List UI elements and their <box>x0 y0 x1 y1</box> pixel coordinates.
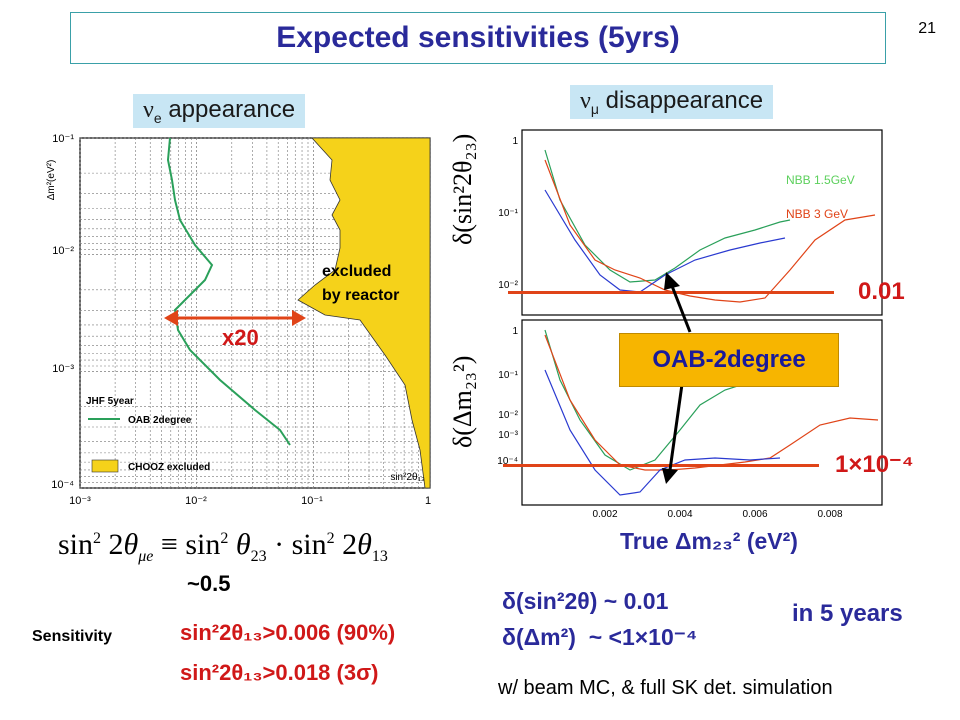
appearance-plot: 10⁻³ 10⁻² 10⁻¹ 1 10⁻¹ 10⁻² 10⁻³ 10⁻⁴ Δm²… <box>46 133 431 507</box>
appearance-y-ticks: 10⁻¹ 10⁻² 10⁻³ 10⁻⁴ <box>51 133 74 491</box>
approx-value: ~0.5 <box>187 571 231 596</box>
upper-y-ticks: 1 10⁻¹ 10⁻² <box>498 136 518 291</box>
lower-threshold-label: 1×10⁻⁴ <box>835 451 914 478</box>
result-sin2theta: δ(sin²2θ) ~ 0.01 <box>502 588 669 614</box>
appearance-y-axis-label: Δm²(eV²) <box>46 160 57 201</box>
reactor-excluded-region <box>297 137 431 489</box>
appearance-x-axis-label: sin²2θ₁₃ <box>390 472 425 483</box>
upper-threshold-label: 0.01 <box>858 278 905 305</box>
y-tick-label: 10⁻¹ <box>498 208 518 219</box>
upper-green-curve <box>544 149 791 283</box>
x-tick-label: 0.008 <box>817 509 842 520</box>
y-tick-label: 1 <box>512 326 518 337</box>
lower-y-axis-label: δ(Δm₂₃²) <box>448 355 477 448</box>
slide-title-box: Expected sensitivities (5yrs) <box>70 12 886 64</box>
upper-y-axis-label: δ(sin²2θ₂₃) <box>448 133 477 245</box>
y-tick-label: 1 <box>512 136 518 147</box>
x20-arrow <box>164 310 306 326</box>
sensitivity-label: Sensitivity <box>32 628 113 645</box>
y-tick-label: 10⁻¹ <box>52 133 74 145</box>
footnote: w/ beam MC, & full SK det. simulation <box>498 677 833 699</box>
lower-y-ticks: 1 10⁻¹ 10⁻² 10⁻³ 10⁻⁴ <box>497 326 518 467</box>
result-delta-m2: δ(Δm²) ~ <1×10⁻⁴ <box>502 624 698 650</box>
legend-nbb-1-5gev: NBB 1.5GeV <box>786 173 855 187</box>
x-tick-label: 0.002 <box>592 509 617 520</box>
x-tick-label: 10⁻³ <box>69 495 91 507</box>
disappearance-x-axis-title: True Δm₂₃² (eV²) <box>620 528 798 554</box>
y-tick-label: 10⁻² <box>498 280 518 291</box>
y-tick-label: 10⁻⁴ <box>497 456 518 467</box>
y-tick-label: 10⁻² <box>498 410 518 421</box>
nu-mu-disappearance-label: νμ disappearance <box>570 85 774 119</box>
legend-nbb-3gev: NBB 3 GeV <box>786 207 848 221</box>
sensitivity-3sigma: sin²2θ₁₃>0.018 (3σ) <box>180 660 379 685</box>
y-tick-label: 10⁻¹ <box>498 370 518 381</box>
x-tick-label: 10⁻¹ <box>301 495 323 507</box>
x-tick-label: 0.004 <box>667 509 692 520</box>
upper-plot-frame <box>521 129 883 316</box>
oab-2degree-box: OAB-2degree <box>619 333 839 387</box>
oab-sensitivity-curve <box>166 137 291 446</box>
legend-chooz-swatch <box>91 459 119 473</box>
x-tick-label: 1 <box>425 495 431 507</box>
y-tick-label: 10⁻⁴ <box>51 479 74 491</box>
lower-blue-curve <box>544 369 781 496</box>
legend-title: JHF 5year <box>86 396 134 407</box>
x-tick-label: 0.006 <box>742 509 767 520</box>
upper-red-curve <box>544 159 876 303</box>
x-tick-label: 10⁻² <box>185 495 207 507</box>
upper-threshold-line <box>508 291 834 294</box>
slide-title: Expected sensitivities (5yrs) <box>276 21 680 54</box>
y-tick-label: 10⁻³ <box>498 430 518 441</box>
upper-blue-curve <box>544 189 786 293</box>
page-number: 21 <box>918 20 936 37</box>
y-tick-label: 10⁻² <box>52 245 74 257</box>
excluded-by-reactor-note: excluded by reactor <box>322 263 400 304</box>
mixing-formula: sin2 2θμe ≡ sin2 θ23 · sin2 2θ13 <box>58 528 388 565</box>
appearance-x-ticks: 10⁻³ 10⁻² 10⁻¹ 1 <box>69 495 431 507</box>
lower-threshold-line <box>503 464 819 467</box>
x20-label: x20 <box>222 325 259 350</box>
y-tick-label: 10⁻³ <box>52 363 74 375</box>
nu-e-appearance-label: νe appearance <box>133 94 306 128</box>
sensitivity-90: sin²2θ₁₃>0.006 (90%) <box>180 620 396 645</box>
disappearance-x-ticks: 0.002 0.004 0.006 0.008 <box>592 509 842 520</box>
legend-chooz-label: CHOOZ excluded <box>128 462 210 473</box>
legend-oab-label: OAB 2degree <box>128 415 192 426</box>
in-5-years-label: in 5 years <box>792 600 903 627</box>
